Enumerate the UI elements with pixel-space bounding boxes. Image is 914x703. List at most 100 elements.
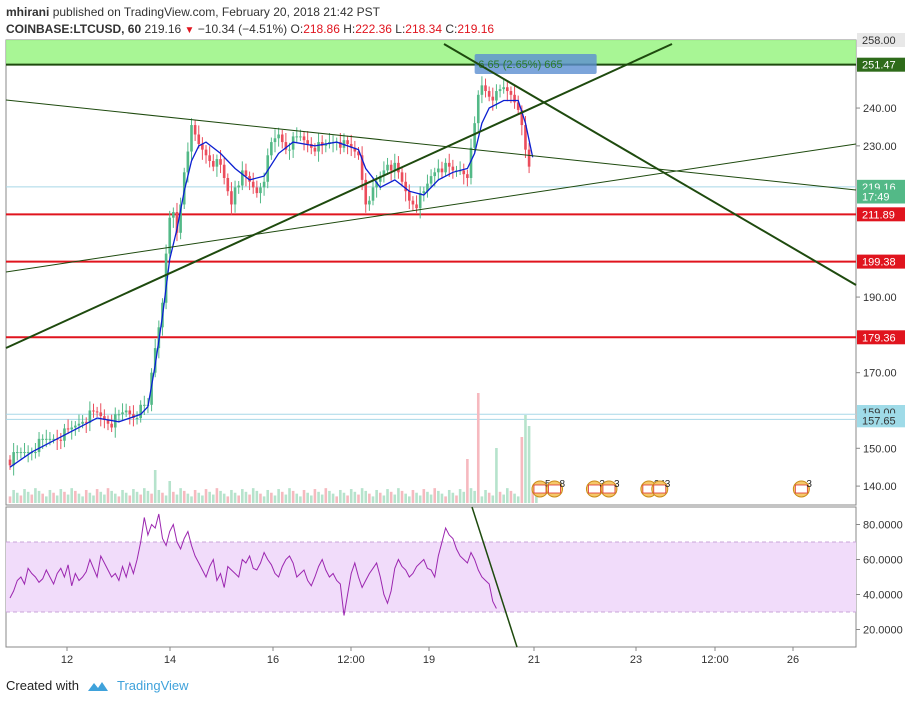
candle-body (411, 200, 415, 205)
price-tick-label: 140.00 (863, 481, 897, 493)
volume-bar (476, 393, 480, 503)
candle-body (219, 159, 222, 165)
candle-body (270, 142, 273, 156)
candle-body (451, 166, 455, 171)
volume-bar (458, 489, 462, 503)
volume-bar (190, 496, 193, 503)
candle-body (516, 102, 520, 110)
volume-bar (157, 489, 161, 503)
candle-body (346, 140, 349, 144)
candle-body (513, 94, 516, 103)
candle-body (324, 143, 328, 146)
candle-body (143, 404, 146, 406)
candle-body (368, 200, 371, 205)
volume-bar (317, 491, 320, 503)
candle-body (15, 452, 19, 454)
volume-bar (433, 488, 437, 503)
candle-body (418, 193, 422, 209)
volume-bar (8, 496, 12, 503)
candle-body (408, 191, 411, 201)
volume-bar (84, 489, 88, 503)
author-name[interactable]: mhirani (6, 5, 50, 19)
volume-bar (179, 488, 182, 503)
volume-bar (201, 495, 204, 503)
volume-bar (331, 493, 335, 503)
volume-bar (411, 489, 415, 503)
candle-body (339, 142, 342, 148)
candle-body (313, 147, 317, 152)
candle-body (382, 170, 386, 177)
last-price: 219.16 (144, 22, 182, 36)
volume-bar (248, 494, 251, 503)
trend-line-3 (443, 43, 857, 286)
candle-body (498, 89, 502, 92)
rsi-tick-label: 20.0000 (863, 625, 903, 637)
volume-bar (222, 493, 226, 503)
candle-body (92, 410, 95, 412)
candle-body (193, 125, 197, 135)
volume-bar (23, 489, 26, 503)
candle-body (74, 425, 77, 428)
high-label: H: (343, 22, 356, 36)
volume-bar (146, 490, 150, 503)
tradingview-brand-link[interactable]: TradingView (116, 678, 189, 693)
trend-line-0 (5, 99, 857, 191)
volume-bar (466, 459, 469, 503)
volume-bar (502, 494, 505, 503)
volume-bar (339, 489, 342, 503)
candle-body (502, 87, 505, 90)
candle-body (222, 164, 226, 178)
volume-bar (342, 492, 346, 503)
price-tick-label: 170.00 (863, 368, 897, 380)
volume-bar (55, 495, 59, 503)
candle-body (389, 164, 393, 171)
volume-bar (262, 496, 266, 503)
candle-body (277, 134, 280, 139)
candle-body (364, 179, 368, 205)
candle-body (527, 149, 531, 167)
volume-bar (313, 489, 317, 503)
volume-bar (469, 488, 473, 503)
volume-bar (422, 489, 426, 503)
candle-body (88, 410, 92, 423)
price-tag-bg (857, 33, 905, 47)
volume-bar (480, 496, 484, 503)
volume-bar (52, 492, 55, 503)
volume-bar (48, 489, 52, 503)
candle-body (66, 428, 70, 430)
flag-icon (548, 484, 561, 494)
candle-body (8, 459, 12, 466)
created-with-label: Created with (6, 678, 79, 693)
time-tick-label: 14 (164, 654, 176, 666)
trend-line-2 (5, 43, 673, 349)
candle-body (262, 181, 266, 188)
candle-body (400, 172, 404, 182)
volume-bar (113, 493, 117, 503)
candle-body (168, 217, 172, 254)
candle-body (444, 162, 447, 173)
volume-bar (364, 490, 368, 503)
volume-bars (8, 393, 538, 503)
price-chart[interactable]: 6.65 (2.65%) 665 140.00 150.00 170.00 190.00… (0, 0, 914, 672)
volume-bar (244, 491, 248, 503)
volume-bar (447, 489, 451, 503)
candle-body (204, 149, 208, 156)
volume-bar (139, 494, 142, 503)
volume-bar (291, 490, 295, 503)
candle-body (306, 140, 309, 144)
candle-body (233, 187, 237, 205)
candle-body (295, 136, 299, 138)
candle-body (117, 414, 121, 416)
candle-body (103, 416, 106, 420)
candle-body (70, 427, 74, 430)
candle-body (81, 421, 84, 424)
volume-bar (81, 496, 84, 503)
candle-body (45, 438, 48, 440)
candle-body (433, 172, 437, 177)
volume-bar (110, 490, 113, 503)
time-tick-label: 19 (423, 654, 435, 666)
volume-bar (527, 426, 531, 503)
price-tick-label: 150.00 (863, 443, 897, 455)
volume-bar (444, 496, 447, 503)
candle-body (375, 181, 378, 188)
